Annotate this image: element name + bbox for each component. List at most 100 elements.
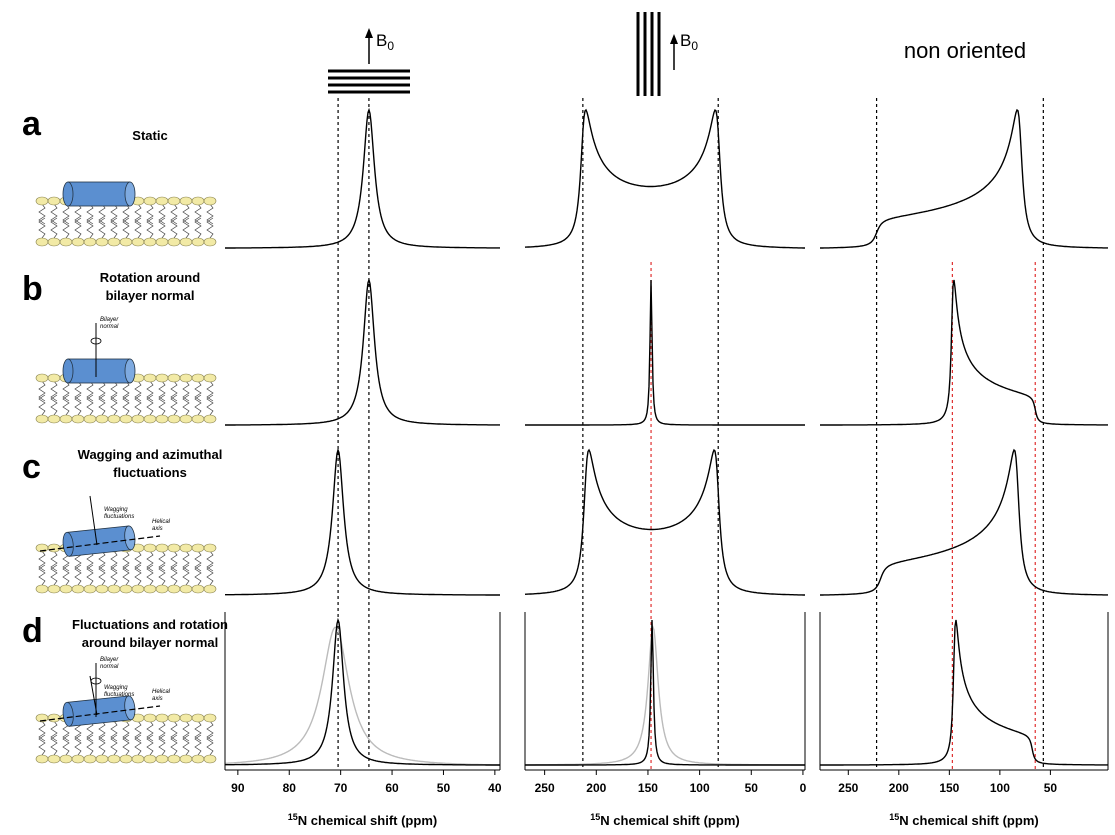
- lipid-tail: [74, 394, 82, 416]
- lipid-head: [179, 543, 193, 553]
- lipid-tail: [194, 564, 202, 586]
- spectrum: [524, 108, 805, 249]
- row-letter: d: [22, 612, 43, 650]
- lipid-tail: [206, 203, 214, 225]
- cylinder-body: [67, 358, 131, 384]
- cylinder-end: [62, 358, 74, 384]
- lipid-head: [143, 196, 157, 206]
- lipid-head: [47, 754, 61, 764]
- lipid-tail: [98, 203, 106, 225]
- x-axis-title-sup: 15: [590, 812, 600, 822]
- lipid-head: [47, 373, 61, 383]
- lipid-head: [47, 237, 61, 247]
- lipid-head: [107, 754, 121, 764]
- cylinder-end: [62, 181, 74, 207]
- lipid-tail: [50, 564, 58, 586]
- lipid-tail: [146, 564, 154, 586]
- wagging-axis: [89, 675, 98, 716]
- lipid-tail: [50, 217, 58, 239]
- lipid-tail: [50, 394, 58, 416]
- lipid-tail: [86, 394, 94, 416]
- lipid-head: [47, 196, 61, 206]
- lipid-tail: [38, 217, 46, 239]
- lipid-head: [119, 754, 133, 764]
- column-title: non oriented: [904, 38, 1026, 63]
- lipid-head: [167, 584, 181, 594]
- lipid-head: [155, 414, 169, 424]
- lipid-head: [167, 196, 181, 206]
- helical-axis: [39, 705, 161, 722]
- lipid-tail: [182, 564, 190, 586]
- wagging-axis: [89, 495, 98, 546]
- lipid-tail: [110, 217, 118, 239]
- lipid-tail: [38, 734, 46, 756]
- lipid-head: [119, 414, 133, 424]
- row-label: around bilayer normal: [82, 635, 219, 650]
- lipid-head: [35, 196, 49, 206]
- lipid-head: [35, 237, 49, 247]
- lipid-tail: [182, 550, 190, 572]
- lipid-head: [167, 237, 181, 247]
- lipid-tail: [158, 217, 166, 239]
- spectrum: [524, 448, 805, 596]
- lipid-tail: [110, 550, 118, 572]
- lipid-tail: [98, 564, 106, 586]
- lipid-tail: [194, 203, 202, 225]
- lipid-tail: [110, 720, 118, 742]
- spectrum: [225, 107, 500, 249]
- row-letter: c: [22, 448, 41, 486]
- lipid-tail: [38, 720, 46, 742]
- lipid-tail: [182, 217, 190, 239]
- lipid-tail: [158, 394, 166, 416]
- annotation: Helical: [152, 689, 171, 695]
- lipid-tail: [206, 564, 214, 586]
- lipid-head: [203, 754, 217, 764]
- spectrum: [820, 448, 1108, 596]
- cylinder-body: [67, 181, 131, 207]
- lipid-tail: [98, 734, 106, 756]
- lipid-tail: [62, 394, 70, 416]
- lipid-tail: [86, 203, 94, 225]
- lipid-tail: [182, 394, 190, 416]
- lipid-tail: [146, 394, 154, 416]
- annotation: normal: [100, 324, 119, 330]
- spectrum: [224, 626, 500, 766]
- lipid-head: [155, 713, 169, 723]
- lipid-tail: [98, 394, 106, 416]
- lipid-head: [95, 414, 109, 424]
- row-label: bilayer normal: [106, 288, 195, 303]
- lipid-head: [191, 754, 205, 764]
- lipid-head: [179, 373, 193, 383]
- lipid-head: [143, 584, 157, 594]
- helix-cylinder: [62, 695, 136, 727]
- spectrum: [225, 617, 500, 766]
- lipid-head: [191, 196, 205, 206]
- x-tick-label: 50: [437, 781, 451, 795]
- lipid-head: [191, 584, 205, 594]
- x-tick-label: 60: [385, 781, 399, 795]
- x-tick-label: 200: [586, 781, 606, 795]
- x-tick-label: 100: [690, 781, 710, 795]
- spectrum: [525, 279, 805, 426]
- lipid-tail: [158, 550, 166, 572]
- lipid-tail: [50, 203, 58, 225]
- annotation: Bilayer: [100, 657, 119, 663]
- x-tick-label: 250: [535, 781, 555, 795]
- x-axis-title-text: N chemical shift (ppm): [600, 813, 739, 828]
- lipid-head: [131, 754, 145, 764]
- lipid-head: [71, 754, 85, 764]
- lipid-tail: [110, 203, 118, 225]
- lipid-head: [35, 754, 49, 764]
- spectrum: [525, 619, 805, 766]
- lipid-tail: [170, 734, 178, 756]
- lipid-tail: [158, 564, 166, 586]
- lipid-head: [131, 414, 145, 424]
- membrane: [35, 181, 217, 247]
- x-tick-label: 150: [638, 781, 658, 795]
- lipid-head: [179, 584, 193, 594]
- lipid-tail: [146, 203, 154, 225]
- lipid-head: [191, 414, 205, 424]
